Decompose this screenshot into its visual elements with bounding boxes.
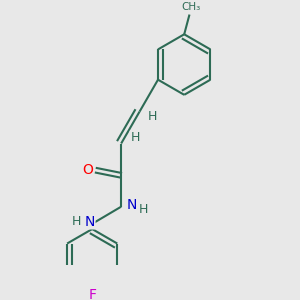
Text: H: H <box>72 215 81 228</box>
Text: F: F <box>88 288 96 300</box>
Text: N: N <box>84 215 95 229</box>
Text: O: O <box>82 164 93 177</box>
Text: H: H <box>130 131 140 144</box>
Text: H: H <box>147 110 157 123</box>
Text: N: N <box>127 198 137 212</box>
Text: H: H <box>139 203 148 216</box>
Text: CH₃: CH₃ <box>181 2 200 12</box>
